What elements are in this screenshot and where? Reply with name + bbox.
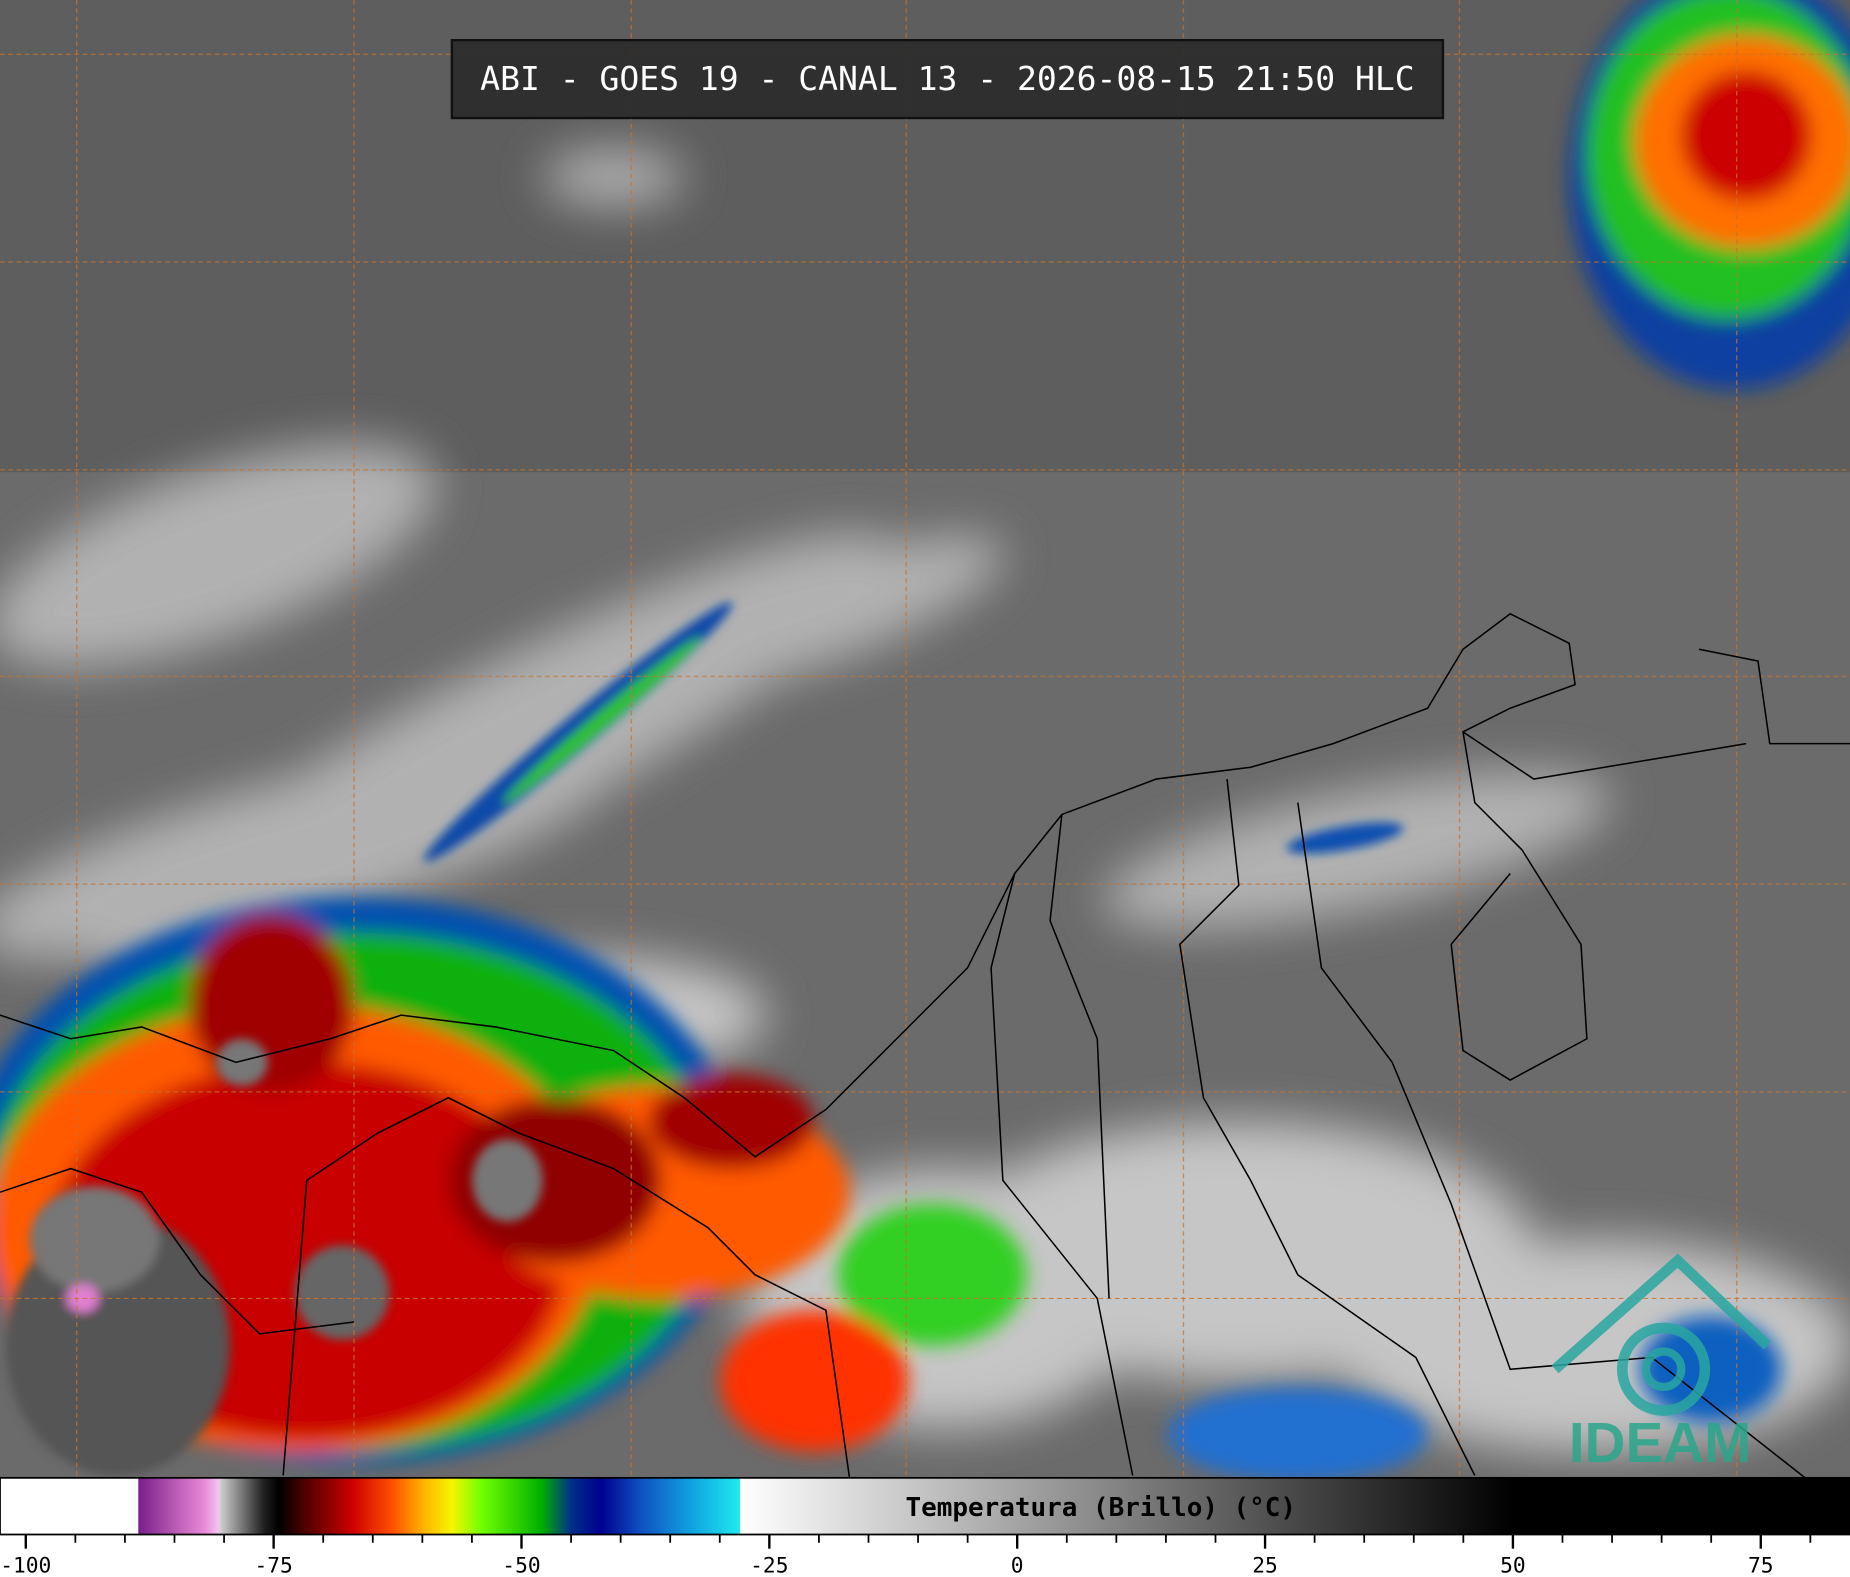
tick-label: 0 — [1011, 1553, 1024, 1577]
logo-text: IDEAM — [1569, 1412, 1751, 1475]
title: ABI - GOES 19 - CANAL 13 - 2026-08-15 21… — [480, 59, 1414, 98]
logo: IDEAM — [1551, 1253, 1772, 1475]
colorbar — [0, 1476, 1850, 1536]
tick-label: 50 — [1500, 1553, 1526, 1577]
satellite-image — [0, 0, 1850, 1482]
colorbar-axis: -100 -75 -50 -25 0 25 50 75 — [0, 1534, 1812, 1577]
tick-label: -50 — [502, 1553, 540, 1577]
tick-label: 25 — [1252, 1553, 1278, 1577]
tick-label: -25 — [750, 1553, 788, 1577]
title-box — [450, 38, 1445, 120]
tick-label: -100 — [0, 1553, 51, 1577]
tick-label: -75 — [254, 1553, 292, 1577]
tick-label: 75 — [1748, 1553, 1774, 1577]
borders — [0, 612, 1850, 1479]
colorbar-label: Temperatura (Brillo) (°C) — [906, 1493, 1297, 1523]
